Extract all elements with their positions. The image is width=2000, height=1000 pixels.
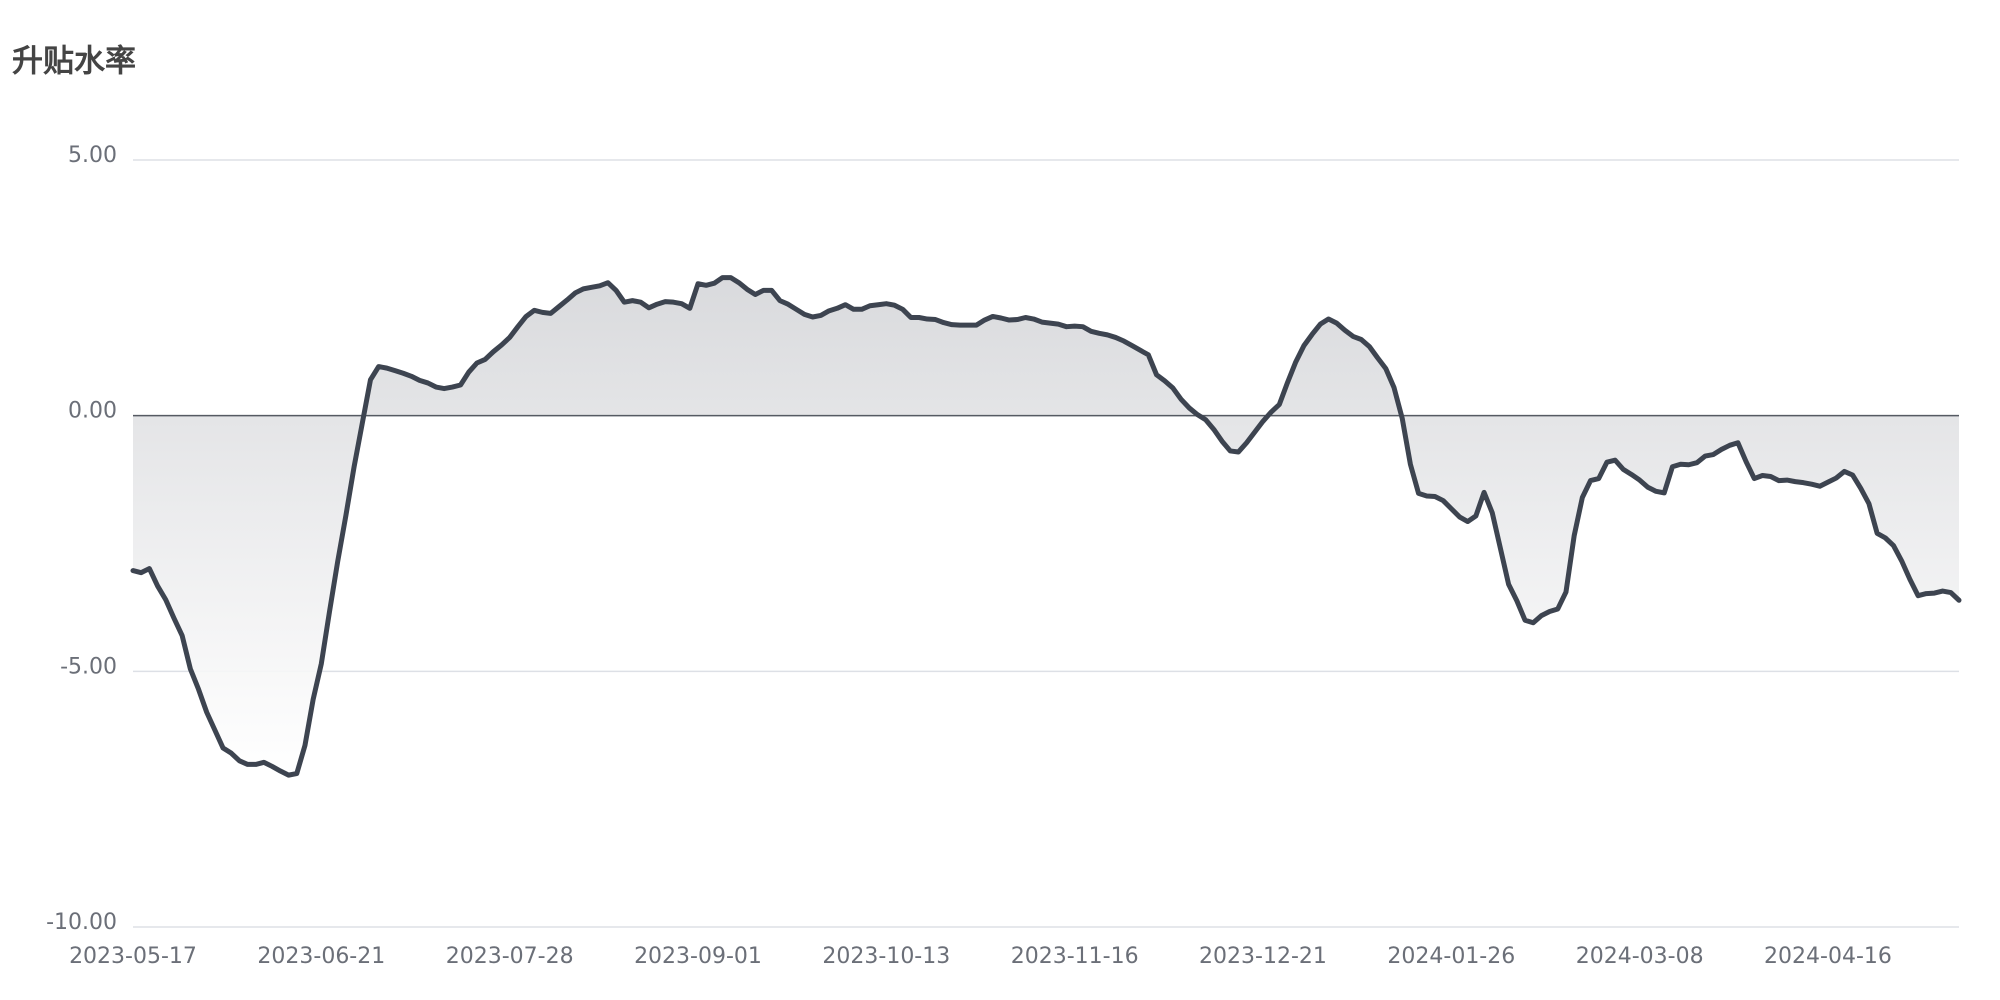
x-tick-label: 2024-03-08	[1576, 944, 1704, 969]
x-tick-label: 2023-07-28	[446, 944, 574, 969]
x-tick-label: 2023-05-17	[69, 944, 197, 969]
chart-title: 升贴水率	[12, 44, 136, 80]
x-tick-label: 2023-06-21	[257, 944, 385, 969]
x-tick-label: 2024-01-26	[1387, 944, 1515, 969]
y-tick-label: -10.00	[46, 910, 117, 935]
y-tick-label: 5.00	[68, 143, 117, 168]
y-tick-label: 0.00	[68, 399, 117, 424]
y-tick-label: -5.00	[60, 654, 117, 679]
line	[130, 275, 1962, 778]
x-tick-label: 2023-10-13	[822, 944, 950, 969]
x-tick-label: 2023-09-01	[634, 944, 762, 969]
area	[133, 277, 1959, 776]
x-tick-label: 2024-04-16	[1764, 944, 1892, 969]
x-tick-label: 2023-11-16	[1011, 944, 1139, 969]
x-tick-label: 2023-12-21	[1199, 944, 1327, 969]
